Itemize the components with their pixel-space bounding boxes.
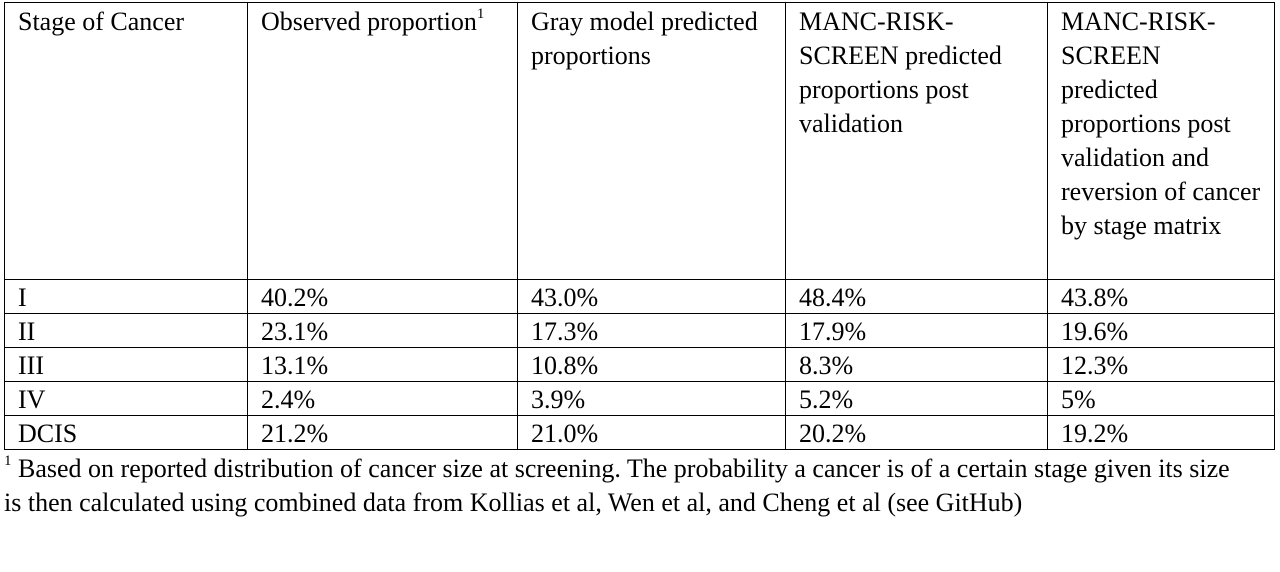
table-cell: 5%	[1047, 381, 1275, 416]
table-cell: 43.0%	[517, 279, 786, 314]
table-cell: 17.9%	[785, 313, 1048, 348]
table-cell: 17.3%	[517, 313, 786, 348]
table-cell: 10.8%	[517, 347, 786, 382]
footnote-text: Based on reported distribution of cancer…	[4, 454, 1230, 517]
table-row: DCIS 21.2% 21.0% 20.2% 19.2%	[4, 415, 1275, 450]
table-cell: 21.0%	[517, 415, 786, 450]
table-cell: 19.2%	[1047, 415, 1275, 450]
footnote-marker: 1	[476, 6, 485, 23]
table-cell: II	[4, 313, 248, 348]
table-cell: III	[4, 347, 248, 382]
header-stage: Stage of Cancer	[4, 2, 248, 280]
table-cell: 5.2%	[785, 381, 1048, 416]
header-observed: Observed proportion1	[247, 2, 518, 280]
table-footnote: 1 Based on reported distribution of canc…	[4, 452, 1244, 520]
table-cell: 20.2%	[785, 415, 1048, 450]
table-cell: 48.4%	[785, 279, 1048, 314]
table-header-row: Stage of Cancer Observed proportion1 Gra…	[4, 2, 1275, 280]
header-manc-post-validation: MANC-RISK-SCREEN predicted proportions p…	[785, 2, 1048, 280]
table-cell: 19.6%	[1047, 313, 1275, 348]
table-cell: 12.3%	[1047, 347, 1275, 382]
table-cell: 3.9%	[517, 381, 786, 416]
table-cell: 43.8%	[1047, 279, 1275, 314]
header-gray-model: Gray model predicted proportions	[517, 2, 786, 280]
document-page: Stage of Cancer Observed proportion1 Gra…	[4, 2, 1275, 520]
table-cell: 8.3%	[785, 347, 1048, 382]
table-cell: 13.1%	[247, 347, 518, 382]
table-cell: 21.2%	[247, 415, 518, 450]
table-row: I 40.2% 43.0% 48.4% 43.8%	[4, 279, 1275, 314]
table-cell: IV	[4, 381, 248, 416]
table-cell: 2.4%	[247, 381, 518, 416]
table-cell: 40.2%	[247, 279, 518, 314]
table-row: IV 2.4% 3.9% 5.2% 5%	[4, 381, 1275, 416]
results-table: Stage of Cancer Observed proportion1 Gra…	[4, 2, 1275, 450]
table-cell: I	[4, 279, 248, 314]
header-manc-post-validation-reversion: MANC-RISK-SCREEN predicted proportions p…	[1047, 2, 1275, 280]
table-cell: DCIS	[4, 415, 248, 450]
table-row: III 13.1% 10.8% 8.3% 12.3%	[4, 347, 1275, 382]
table-row: II 23.1% 17.3% 17.9% 19.6%	[4, 313, 1275, 348]
table-cell: 23.1%	[247, 313, 518, 348]
footnote-marker: 1	[4, 453, 12, 470]
